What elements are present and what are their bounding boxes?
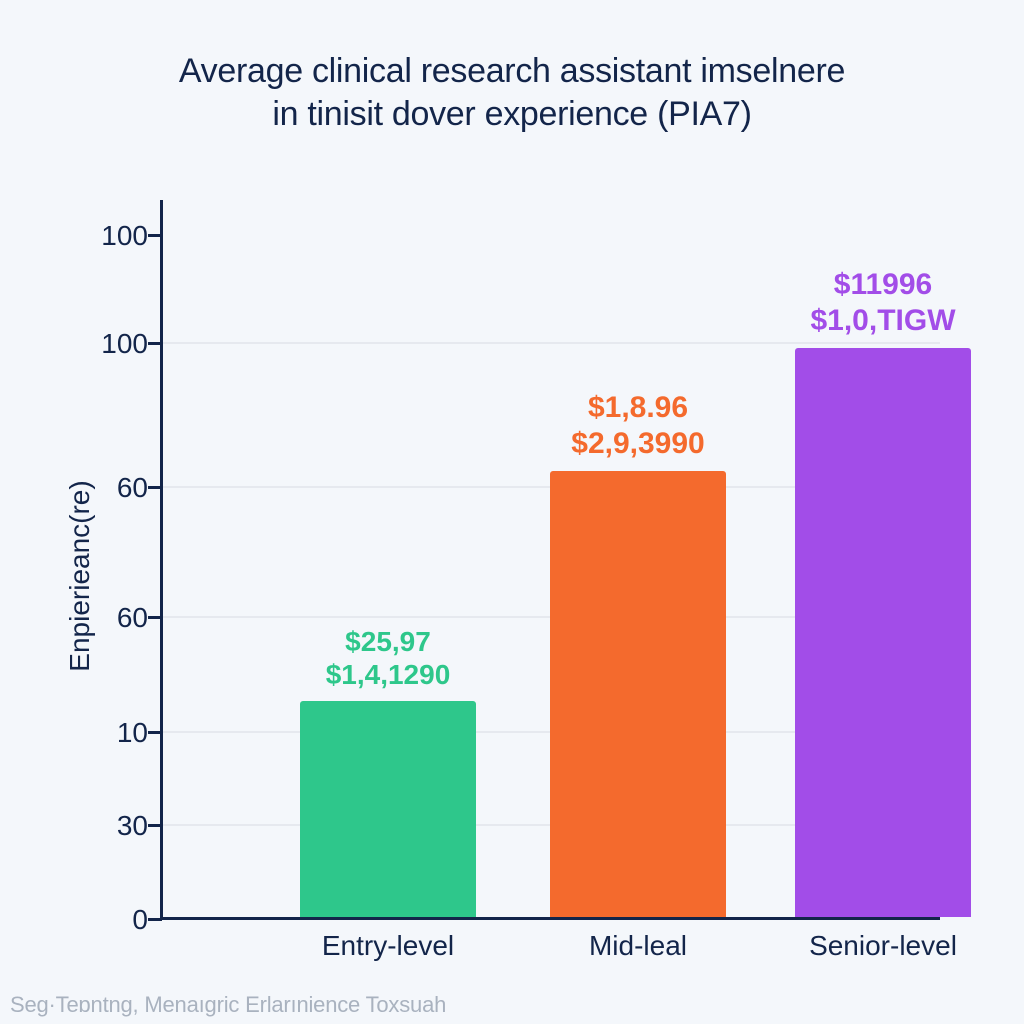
footer-source-text: Seg·Teɒntng, Menaıgric Erlarınience Toxs… xyxy=(10,992,446,1018)
x-category-label: Entry-level xyxy=(278,930,498,962)
y-tick-label: 30 xyxy=(68,810,148,842)
x-category-label: Mid-leal xyxy=(528,930,748,962)
y-tick-label: 60 xyxy=(68,472,148,504)
bar-value-line1: $1,8.96 xyxy=(508,390,768,426)
y-tick-label: 0 xyxy=(68,904,148,936)
y-axis-line xyxy=(160,200,163,920)
y-axis-title: Enpierieanc(re) xyxy=(64,426,96,726)
grid-line xyxy=(163,342,940,344)
y-tick xyxy=(148,342,162,345)
y-tick xyxy=(148,616,162,619)
bar-value-label: $1,8.96$2,9,3990 xyxy=(508,390,768,462)
y-tick-label: 100 xyxy=(68,328,148,360)
y-tick xyxy=(148,824,162,827)
plot-area: Enpierieanc(re) 030106060100100 Entry-le… xyxy=(160,200,940,920)
bar-value-line1: $25,97 xyxy=(258,625,518,659)
chart-title: Average clinical research assistant imse… xyxy=(40,40,984,135)
bar-value-line1: $11996 xyxy=(753,267,1013,303)
x-axis-line xyxy=(160,917,940,920)
bar-value-label: $11996$1,0,TIGW xyxy=(753,267,1013,339)
bar-entrylevel xyxy=(300,701,476,917)
bar-value-line2: $2,9,3990 xyxy=(508,426,768,462)
bar-value-line2: $1,0,TIGW xyxy=(753,303,1013,339)
y-tick xyxy=(148,731,162,734)
bar-value-line2: $1,4,1290 xyxy=(258,658,518,692)
chart-container: Average clinical research assistant imse… xyxy=(40,40,984,984)
title-line-1: Average clinical research assistant imse… xyxy=(179,52,845,90)
y-tick xyxy=(148,234,162,237)
bar-seniorlevel xyxy=(795,348,971,917)
bar-midleal xyxy=(550,471,726,917)
y-tick-label: 60 xyxy=(68,602,148,634)
y-tick xyxy=(148,486,162,489)
y-tick-label: 100 xyxy=(68,220,148,252)
y-tick xyxy=(148,918,162,921)
y-tick-label: 10 xyxy=(68,717,148,749)
x-category-label: Senior-level xyxy=(773,930,993,962)
bar-value-label: $25,97$1,4,1290 xyxy=(258,625,518,692)
title-line-2: in tinisit dover experience (PIA7) xyxy=(272,95,751,133)
